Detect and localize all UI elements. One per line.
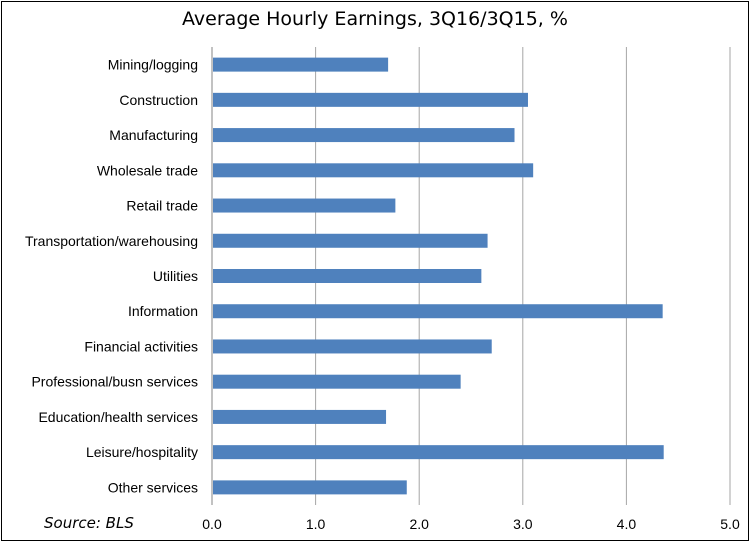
category-label: Education/health services (38, 409, 198, 425)
bar (213, 163, 534, 178)
category-label: Retail trade (126, 198, 198, 214)
category-label: Professional/busn services (31, 374, 198, 390)
x-tick-label: 2.0 (409, 516, 429, 532)
bar (213, 374, 461, 389)
source-note: Source: BLS (44, 514, 134, 532)
category-label: Financial activities (84, 338, 198, 354)
x-tick-label: 0.0 (202, 516, 222, 532)
category-label: Utilities (153, 268, 198, 284)
bar (213, 128, 515, 143)
x-tick-labels: 0.0 1.0 2.0 3.0 4.0 5.0 (202, 516, 740, 532)
x-tick-label: 3.0 (513, 516, 533, 532)
chart-title: Average Hourly Earnings, 3Q16/3Q15, % (182, 8, 568, 30)
bars (213, 57, 664, 495)
category-label: Mining/logging (108, 57, 198, 73)
category-label: Information (128, 303, 198, 319)
x-tick-label: 5.0 (720, 516, 740, 532)
category-label: Leisure/hospitality (86, 444, 198, 460)
category-label: Wholesale trade (97, 162, 198, 178)
bar (213, 409, 387, 424)
category-labels: Mining/logging Construction Manufacturing W… (25, 57, 198, 496)
bar (213, 57, 389, 72)
bar (213, 339, 492, 354)
category-label: Construction (119, 92, 198, 108)
x-tick-label: 4.0 (617, 516, 637, 532)
bar (213, 304, 663, 319)
bar (213, 198, 396, 213)
category-label: Other services (108, 479, 198, 495)
bar (213, 233, 488, 248)
bar (213, 269, 482, 283)
category-label: Transportation/warehousing (25, 233, 198, 249)
x-tick-label: 1.0 (306, 516, 326, 532)
category-label: Manufacturing (109, 127, 198, 143)
bar (213, 480, 407, 495)
bar (213, 445, 664, 460)
bar (213, 92, 528, 107)
